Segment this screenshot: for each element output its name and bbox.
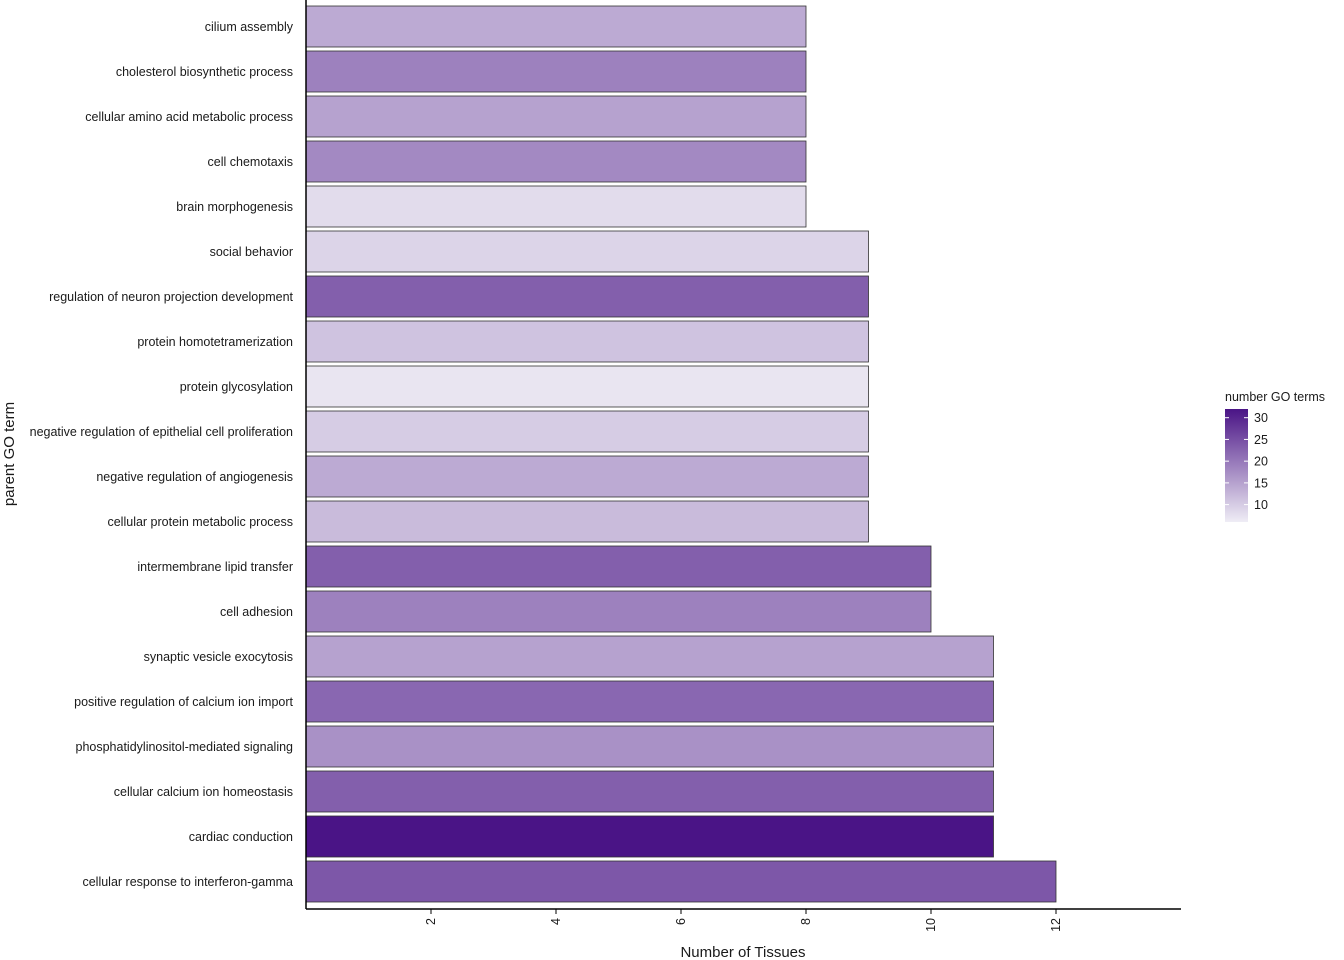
bar [305, 545, 932, 588]
category-label: protein glycosylation [180, 380, 293, 394]
legend-colorbar [1225, 409, 1248, 522]
x-tick-label: 12 [1049, 918, 1063, 932]
category-label: brain morphogenesis [176, 200, 293, 214]
category-label: cellular protein metabolic process [107, 515, 293, 529]
bar [305, 590, 932, 633]
category-label: protein homotetramerization [137, 335, 293, 349]
legend-tick-label: 25 [1254, 433, 1268, 447]
x-tick-label: 6 [674, 918, 688, 925]
category-label: cilium assembly [205, 20, 294, 34]
category-label: cellular amino acid metabolic process [85, 110, 293, 124]
category-label: intermembrane lipid transfer [137, 560, 293, 574]
legend-tick-label: 20 [1254, 455, 1268, 469]
category-label: phosphatidylinositol-mediated signaling [76, 740, 294, 754]
legend-title: number GO terms [1225, 390, 1325, 404]
bar [305, 320, 869, 363]
bar [305, 185, 807, 228]
bar [305, 410, 869, 453]
category-label: cholesterol biosynthetic process [116, 65, 293, 79]
category-label: positive regulation of calcium ion impor… [74, 695, 293, 709]
category-label: social behavior [210, 245, 293, 259]
legend-tick-label: 10 [1254, 498, 1268, 512]
y-axis-title: parent GO term [1, 402, 18, 506]
bar [305, 5, 807, 48]
x-axis-ticks: 2 4 6 8 10 12 [424, 909, 1063, 932]
bars-group [305, 5, 1057, 903]
bar [305, 455, 869, 498]
x-tick-label: 10 [924, 918, 938, 932]
bar [305, 230, 869, 273]
bar [305, 815, 994, 858]
category-label: cell adhesion [220, 605, 293, 619]
category-label: synaptic vesicle exocytosis [144, 650, 293, 664]
legend-tick-label: 30 [1254, 411, 1268, 425]
bar [305, 140, 807, 183]
category-label: negative regulation of angiogenesis [96, 470, 293, 484]
category-label: cardiac conduction [189, 830, 293, 844]
category-label: cellular calcium ion homeostasis [114, 785, 293, 799]
bar [305, 95, 807, 138]
legend-ticks: 10 15 20 25 30 [1225, 411, 1268, 512]
bar [305, 275, 869, 318]
category-labels: cilium assembly cholesterol biosynthetic … [30, 20, 294, 889]
category-label: negative regulation of epithelial cell p… [30, 425, 293, 439]
category-label: regulation of neuron projection developm… [49, 290, 293, 304]
x-tick-label: 4 [549, 918, 563, 925]
color-legend: number GO terms 10 15 20 25 30 [1225, 390, 1325, 522]
category-label: cellular response to interferon-gamma [82, 875, 293, 889]
bar [305, 725, 994, 768]
legend-tick-label: 15 [1254, 476, 1268, 490]
bar [305, 860, 1057, 903]
x-tick-label: 2 [424, 918, 438, 925]
bar [305, 680, 994, 723]
bar [305, 50, 807, 93]
bar [305, 500, 869, 543]
bar [305, 770, 994, 813]
bar [305, 365, 869, 408]
bar [305, 635, 994, 678]
x-axis-title: Number of Tissues [680, 944, 805, 960]
x-tick-label: 8 [799, 918, 813, 925]
category-label: cell chemotaxis [208, 155, 293, 169]
